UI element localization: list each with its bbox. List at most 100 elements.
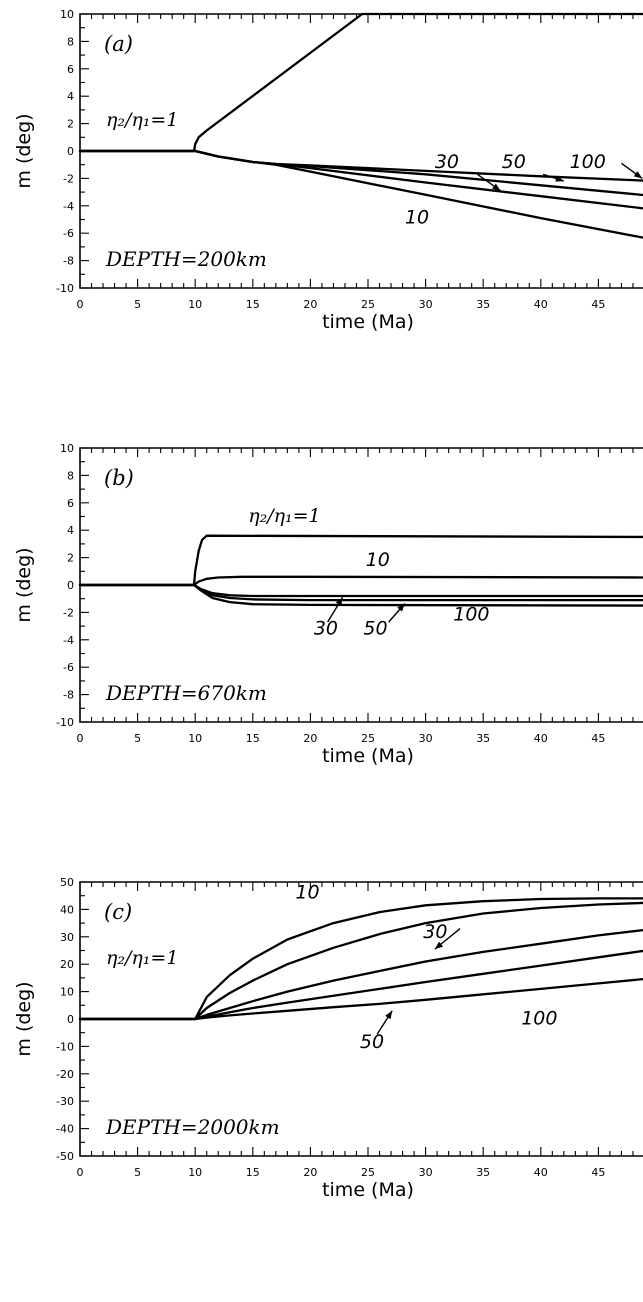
y-tick-label: -50 — [56, 1150, 74, 1163]
chart-panel-a: 0 5 10 15 20 25 30 35 40 45 -10 -8 -6 -4 -2 0 2 4 6 8 10 time… — [13, 8, 643, 333]
arrow-head — [335, 597, 343, 606]
y-tick-label: 10 — [60, 986, 74, 999]
curve-label-30: 30 — [314, 617, 338, 639]
curve-label-50: 50 — [363, 617, 387, 639]
chart-panel-c: 0 5 10 15 20 25 30 35 40 45 -50 -40 -30 -20 -10 0 10 20 30… — [13, 876, 643, 1201]
arrow-head — [434, 941, 444, 950]
y-tick-label: -6 — [63, 227, 74, 240]
y-tick-label: -4 — [63, 634, 74, 647]
panel-label: (a) — [104, 32, 133, 56]
series-line-50 — [78, 583, 643, 602]
series-line-30 — [78, 928, 643, 1021]
curve-label-10: 10 — [295, 881, 319, 903]
x-tick-label: 0 — [77, 298, 84, 311]
ratio-label: η₂/η₁=1 — [106, 947, 178, 969]
y-tick-label: -10 — [56, 716, 74, 729]
x-tick-label: 35 — [476, 1166, 490, 1179]
y-tick-label: -8 — [63, 689, 74, 702]
curve-label-50: 50 — [502, 151, 526, 173]
series-line-30 — [78, 583, 643, 598]
y-tick-label: -2 — [63, 172, 74, 185]
x-tick-label: 45 — [591, 298, 605, 311]
y-tick-label: 8 — [67, 469, 74, 482]
x-tick-label: 25 — [361, 1166, 375, 1179]
x-tick-label: 0 — [77, 732, 84, 745]
x-tick-label: 40 — [534, 1166, 548, 1179]
y-tick-label: -10 — [56, 282, 74, 295]
y-tick-label: 0 — [67, 579, 74, 592]
x-tick-label: 15 — [246, 1166, 260, 1179]
x-tick-label: 40 — [534, 298, 548, 311]
x-tick-label: 0 — [77, 1166, 84, 1179]
y-tick-label: 6 — [67, 63, 74, 76]
x-tick-label: 20 — [303, 298, 317, 311]
y-tick-label: 10 — [60, 442, 74, 455]
panel-label: (c) — [104, 900, 132, 924]
x-tick-label: 10 — [188, 1166, 202, 1179]
arrow-head — [397, 603, 405, 612]
x-tick-label: 5 — [134, 1166, 141, 1179]
y-tick-label: 2 — [67, 118, 74, 131]
y-tick-label: -40 — [56, 1123, 74, 1136]
depth-annotation: DEPTH=2000km — [105, 1115, 280, 1139]
y-tick-label: 6 — [67, 497, 74, 510]
x-axis-label: time (Ma) — [322, 745, 414, 767]
y-tick-label: -30 — [56, 1095, 74, 1108]
series-line-10 — [78, 901, 643, 1021]
x-axis-label: time (Ma) — [322, 1179, 414, 1201]
y-axis-label: m (deg) — [13, 547, 35, 622]
curve-label-10: 10 — [405, 207, 429, 229]
x-tick-label: 5 — [134, 298, 141, 311]
x-tick-label: 10 — [188, 298, 202, 311]
y-tick-label: 10 — [60, 8, 74, 21]
y-tick-label: 8 — [67, 35, 74, 48]
series-line-100 — [78, 149, 643, 182]
x-tick-label: 10 — [188, 732, 202, 745]
x-tick-label: 20 — [303, 732, 317, 745]
y-tick-label: 30 — [60, 931, 74, 944]
x-tick-label: 5 — [134, 732, 141, 745]
curve-label-ratio: η₂/η₁=1 — [248, 505, 320, 527]
y-axis-label: m (deg) — [13, 113, 35, 188]
x-tick-label: 35 — [476, 732, 490, 745]
y-tick-label: -8 — [63, 255, 74, 268]
x-tick-label: 45 — [591, 1166, 605, 1179]
ratio-label: η₂/η₁=1 — [106, 109, 178, 131]
x-tick-label: 40 — [534, 732, 548, 745]
curve-label-10: 10 — [366, 549, 390, 571]
y-tick-label: 20 — [60, 958, 74, 971]
arrow-head — [385, 1010, 393, 1020]
y-tick-label: -4 — [63, 200, 74, 213]
x-tick-label: 20 — [303, 1166, 317, 1179]
series-line-1 — [78, 897, 643, 1021]
x-tick-label: 45 — [591, 732, 605, 745]
curve-label-100: 100 — [521, 1007, 557, 1029]
x-tick-label: 30 — [419, 1166, 433, 1179]
arrow-head — [633, 171, 643, 179]
panel-label: (b) — [104, 466, 134, 490]
curve-label-30: 30 — [435, 151, 459, 173]
curve-label-100: 100 — [570, 151, 606, 173]
x-tick-label: 25 — [361, 298, 375, 311]
depth-annotation: DEPTH=670km — [105, 681, 267, 705]
y-tick-label: 40 — [60, 903, 74, 916]
y-tick-label: 0 — [67, 1013, 74, 1026]
y-tick-label: -2 — [63, 606, 74, 619]
series-line-10 — [78, 149, 643, 239]
series-line-10 — [78, 575, 643, 587]
x-tick-label: 35 — [476, 298, 490, 311]
x-axis-label: time (Ma) — [322, 311, 414, 333]
y-tick-label: 4 — [67, 524, 74, 537]
arrow-head — [492, 183, 501, 191]
y-tick-label: 50 — [60, 876, 74, 889]
y-tick-label: -20 — [56, 1068, 74, 1081]
curve-label-50: 50 — [360, 1031, 384, 1053]
series-line-100 — [78, 583, 643, 607]
y-tick-label: -6 — [63, 661, 74, 674]
arrow-head — [555, 175, 564, 182]
y-tick-label: 0 — [67, 145, 74, 158]
y-tick-label: 4 — [67, 90, 74, 103]
x-tick-label: 30 — [419, 298, 433, 311]
y-tick-label: 2 — [67, 552, 74, 565]
x-tick-label: 30 — [419, 732, 433, 745]
